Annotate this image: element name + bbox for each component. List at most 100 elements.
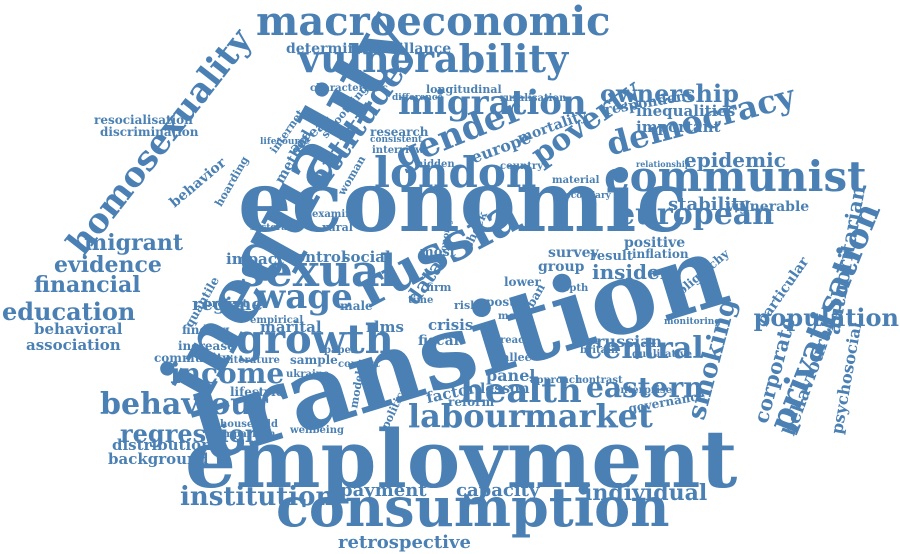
word: reform xyxy=(448,395,495,409)
word: survey xyxy=(548,245,599,261)
word: financial xyxy=(34,272,141,298)
word: comparison xyxy=(210,429,276,440)
word: capacity xyxy=(456,480,540,501)
word: stability xyxy=(668,194,750,215)
word: economic xyxy=(238,152,688,251)
word: post xyxy=(486,295,515,309)
word: sallee xyxy=(496,351,532,364)
word: time xyxy=(408,295,434,306)
word: rural xyxy=(322,221,353,234)
word: ukraine xyxy=(286,369,330,380)
word: most xyxy=(420,245,456,260)
word: determinant xyxy=(286,41,384,57)
word: male xyxy=(340,299,373,313)
word: longitudinal xyxy=(426,83,502,96)
word: contact xyxy=(338,359,380,370)
word: european xyxy=(616,197,775,232)
word: association xyxy=(26,336,121,354)
word: britain xyxy=(580,345,619,356)
word: impact xyxy=(226,250,284,268)
word: surveillance xyxy=(356,41,452,57)
word: group xyxy=(538,259,585,275)
word: lifecourse xyxy=(260,137,310,147)
word: central xyxy=(584,331,704,366)
word: control xyxy=(286,248,347,266)
word: household xyxy=(220,419,278,430)
word: background xyxy=(108,450,209,468)
word: epidemic xyxy=(684,148,786,172)
word: interview xyxy=(372,145,424,156)
word: relationship xyxy=(636,159,691,169)
word: paper xyxy=(324,345,357,356)
word: country xyxy=(500,161,543,172)
word: hidden xyxy=(416,159,455,170)
word: vulnerability xyxy=(298,36,569,81)
word: institution xyxy=(180,482,335,512)
word: result xyxy=(590,249,633,264)
word: evidence xyxy=(54,252,162,278)
word: rlms xyxy=(366,318,404,336)
word: ruralisation xyxy=(500,93,567,104)
word: retrospective xyxy=(338,532,471,553)
word: enterprise xyxy=(614,385,672,396)
word: employment xyxy=(185,412,738,506)
word: macroeconomic xyxy=(256,0,611,45)
word: fiscal xyxy=(418,333,459,349)
word: difference xyxy=(392,93,444,103)
word: vulnerable xyxy=(726,199,810,215)
word: growth xyxy=(236,316,394,363)
word: regime xyxy=(192,294,263,315)
word: lower xyxy=(504,275,541,289)
word: population xyxy=(753,303,899,332)
word: firm xyxy=(426,281,452,294)
word: increase xyxy=(178,339,235,353)
word: russian xyxy=(596,332,663,351)
word: income xyxy=(170,357,285,390)
word: characteristic xyxy=(310,83,388,94)
word: labour xyxy=(408,397,525,435)
word: wage xyxy=(256,277,353,317)
word: reach xyxy=(500,335,532,346)
word: literature xyxy=(226,355,280,366)
word: education xyxy=(2,297,136,326)
word: consumption xyxy=(276,475,670,539)
word: consistent xyxy=(370,135,423,145)
word: discrimination xyxy=(100,125,199,139)
word: secondary xyxy=(560,191,611,201)
word: resocialisation xyxy=(94,113,193,127)
word: regression xyxy=(120,419,263,448)
word: material xyxy=(552,175,600,186)
word: monitoring xyxy=(664,317,721,327)
word: health xyxy=(460,371,582,411)
word: finding xyxy=(182,323,230,337)
word: crisis xyxy=(428,316,474,334)
word: examine xyxy=(312,209,359,220)
word: sectoral xyxy=(250,223,291,233)
word: payment xyxy=(340,480,427,501)
word: risk xyxy=(454,299,478,312)
word: distribution xyxy=(112,436,213,454)
word: individual xyxy=(584,480,708,506)
word: project xyxy=(204,297,248,310)
word: marital xyxy=(260,318,322,336)
word: insider xyxy=(592,260,671,284)
word: inflation xyxy=(632,247,689,261)
word: inequalities xyxy=(636,102,736,120)
word: wellbeing xyxy=(290,425,344,436)
word: communist xyxy=(604,152,867,201)
word: qualitative xyxy=(632,349,693,360)
word: positive xyxy=(624,235,686,251)
word: depth xyxy=(556,283,589,294)
word: approach xyxy=(530,375,583,386)
word: market xyxy=(524,397,653,435)
word: sexual xyxy=(240,246,397,297)
word: empirical xyxy=(250,315,304,326)
word: behavioral xyxy=(34,320,123,338)
word: research xyxy=(370,125,429,139)
word: important xyxy=(636,118,721,136)
word: ownership xyxy=(600,79,739,108)
word: migrant xyxy=(84,230,184,256)
word: social xyxy=(342,248,391,266)
word: community xyxy=(154,351,230,365)
